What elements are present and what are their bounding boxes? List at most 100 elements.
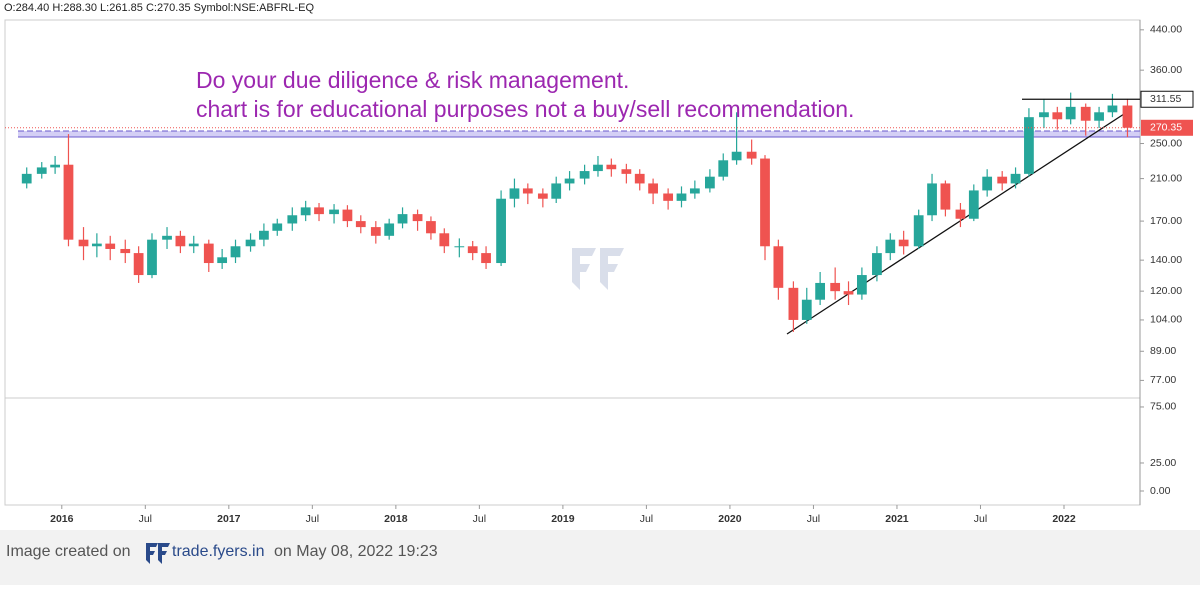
y-tick-label: 360.00 (1150, 64, 1182, 76)
x-tick-label: 2017 (217, 513, 241, 525)
x-tick-label: Jul (139, 513, 152, 525)
candle-body (481, 253, 491, 264)
candle-body (1010, 173, 1021, 184)
candle-body (509, 188, 520, 199)
x-tick-label: Jul (807, 513, 820, 525)
candle-body (133, 253, 144, 276)
candle-body (997, 176, 1008, 184)
candle-body (634, 173, 645, 184)
candle-body (522, 188, 533, 194)
candle-body (91, 243, 102, 247)
candle-body (370, 227, 381, 236)
y-tick-label: 140.00 (1150, 254, 1182, 266)
candle-body (203, 243, 214, 264)
x-tick-label: 2020 (718, 513, 742, 525)
candle-body (36, 167, 47, 174)
annotation: Do your due diligence & risk management. (196, 67, 629, 93)
y-tick-label: 104.00 (1150, 314, 1182, 326)
candle-body (120, 248, 131, 254)
header-item: L:261.85 (100, 2, 143, 14)
candle-body (397, 214, 408, 224)
candle-body (245, 239, 256, 247)
footer-logo (146, 543, 170, 564)
candle-body (843, 291, 854, 295)
x-tick-label: Jul (306, 513, 319, 525)
x-tick-label: Jul (974, 513, 987, 525)
candle-body (1052, 112, 1063, 120)
x-tick-label: Jul (640, 513, 653, 525)
candle-body (314, 207, 324, 215)
candle-body (551, 183, 562, 199)
candle-body (593, 164, 603, 172)
candle-body (496, 198, 506, 264)
trendline (786, 113, 1125, 335)
candle-body (63, 164, 74, 240)
candle-body (175, 235, 186, 247)
x-tick-label: 2016 (50, 513, 74, 525)
candle-body (50, 164, 60, 168)
y-tick-label: 440.00 (1150, 24, 1182, 36)
candle-body (815, 282, 826, 300)
support-band (18, 131, 1140, 137)
candle-body (342, 209, 353, 222)
candle-body (259, 230, 269, 240)
candle-body (1122, 105, 1133, 128)
candle-body (872, 253, 882, 276)
candle-body (940, 183, 951, 210)
y-tick-label: 89.00 (1150, 345, 1176, 357)
annotation: chart is for educational purposes not a … (196, 96, 854, 122)
candle-body (21, 173, 32, 184)
candle-body (162, 235, 172, 240)
candle-body (105, 243, 116, 249)
candle-body (705, 176, 715, 189)
footer-text: on May 08, 2022 19:23 (274, 543, 438, 560)
candle-body (788, 287, 799, 320)
candle-body (676, 193, 687, 201)
header-item: C:270.35 (146, 2, 191, 14)
price-tag (1140, 90, 1194, 108)
candle-body (982, 176, 993, 191)
header-item: Symbol:NSE:ABFRL-EQ (194, 2, 315, 14)
candle-body (927, 183, 937, 216)
candle-body (830, 282, 841, 292)
candle-body (663, 193, 674, 201)
candle-body (885, 239, 896, 254)
ohlc-header: O:284.40 H:288.30 L:261.85 C:270.35 Symb… (4, 2, 315, 14)
candle-body (78, 239, 89, 247)
candle-body (287, 215, 298, 224)
x-tick-label: Jul (473, 513, 486, 525)
candle-body (689, 188, 700, 194)
candle-body (384, 223, 395, 236)
candle-body (718, 160, 729, 177)
y-tick-label: 25.00 (1150, 457, 1176, 469)
y-tick-label: 0.00 (1150, 485, 1171, 497)
candle-body (746, 151, 757, 159)
y-tick-label: 75.00 (1150, 401, 1176, 413)
y-tick-label: 77.00 (1150, 374, 1176, 386)
y-tick-label: 250.00 (1150, 137, 1182, 149)
candle-body (621, 169, 632, 174)
candle-body (1107, 105, 1118, 113)
watermark (572, 248, 624, 290)
candle-body (579, 171, 590, 179)
footer-bar (0, 530, 1200, 585)
candle-body (1065, 106, 1076, 120)
footer-link[interactable]: trade.fyers.in (172, 543, 264, 560)
price-tag-label: 311.55 (1150, 93, 1181, 105)
candle-body (467, 246, 478, 254)
candle-body (1094, 112, 1104, 121)
candle-body (968, 190, 979, 219)
x-tick-label: 2019 (551, 513, 575, 525)
candle-body (1039, 112, 1049, 118)
candle-body (426, 221, 436, 234)
candle-body (439, 233, 450, 247)
candle-body (329, 209, 339, 215)
candle-body (648, 183, 658, 194)
candle-body (272, 223, 283, 231)
candle-body (955, 209, 966, 219)
y-tick-label: 210.00 (1150, 172, 1182, 184)
y-tick-label: 120.00 (1150, 285, 1182, 297)
candle-body (300, 207, 311, 216)
